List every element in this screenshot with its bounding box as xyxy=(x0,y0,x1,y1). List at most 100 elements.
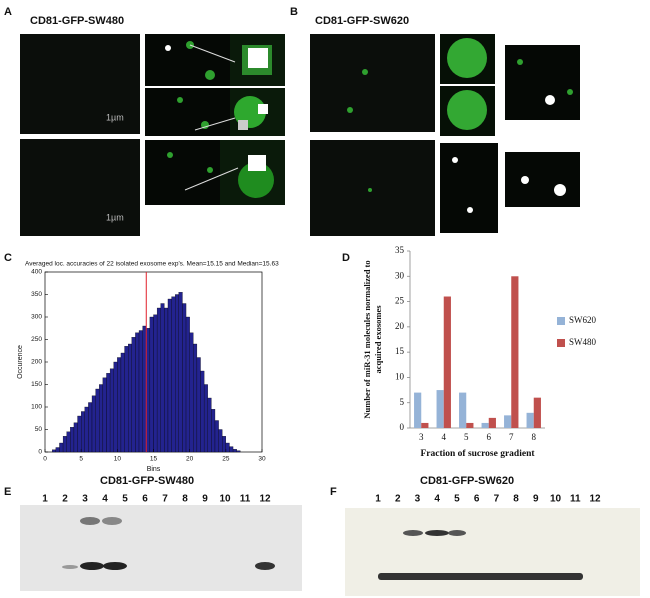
hist-bar xyxy=(135,332,140,453)
hist-bar xyxy=(138,330,143,453)
lane-label: 12 xyxy=(589,494,601,505)
bar xyxy=(414,392,422,428)
hist-bar xyxy=(185,316,190,453)
x-tick-label: 15 xyxy=(150,456,158,463)
x-tick-label: 20 xyxy=(186,456,194,463)
hist-bar xyxy=(59,442,64,453)
hist-bar xyxy=(178,292,183,453)
hist-bar xyxy=(164,307,169,453)
bar xyxy=(526,412,534,428)
y-tick-label: 250 xyxy=(31,336,42,343)
hist-bar xyxy=(66,431,71,453)
hist-bar xyxy=(117,357,122,453)
hist-bar xyxy=(62,436,67,453)
legend-label: SW620 xyxy=(569,315,597,325)
hist-bar xyxy=(193,343,198,453)
hist-bar xyxy=(175,294,179,453)
bar xyxy=(466,422,474,428)
hist-bar xyxy=(189,332,194,453)
hist-bar xyxy=(222,436,226,453)
y-tick-label: 300 xyxy=(31,314,42,321)
hist-bar xyxy=(146,328,151,453)
hist-bar xyxy=(91,395,96,453)
y-tick-label: 150 xyxy=(31,381,42,388)
lane-label: 6 xyxy=(474,494,480,505)
hist-bar xyxy=(55,447,60,453)
hist-bar xyxy=(84,406,89,453)
lane-label: 5 xyxy=(454,494,460,505)
y-tick-label: 30 xyxy=(395,270,405,280)
x-tick-label: 8 xyxy=(532,432,537,442)
panel-title: CD81-GFP-SW620 xyxy=(420,475,514,487)
hist-bar xyxy=(109,368,114,453)
lane-label: 8 xyxy=(182,494,188,505)
blot-f xyxy=(345,508,640,596)
y-tick-label: 20 xyxy=(395,321,405,331)
panel-letter: F xyxy=(330,486,337,498)
bar xyxy=(421,422,429,428)
hist-bar xyxy=(102,377,107,453)
hist-bar xyxy=(229,446,234,453)
hist-bar xyxy=(200,370,205,453)
lane-label: 5 xyxy=(122,494,128,505)
hist-bar xyxy=(214,420,219,453)
hist-bar xyxy=(99,384,104,453)
y-tick-label: 25 xyxy=(395,296,405,306)
hist-bar xyxy=(160,303,165,453)
hist-bar xyxy=(156,307,161,453)
hist-bar xyxy=(153,314,158,453)
hist-bar xyxy=(167,298,172,453)
y-tick-label: 100 xyxy=(31,404,42,411)
lane-label: 3 xyxy=(82,494,88,505)
legend-label: SW480 xyxy=(569,337,597,347)
lane-label: 12 xyxy=(259,494,271,505)
x-tick-label: 3 xyxy=(419,432,424,442)
micrographs-a xyxy=(20,34,285,236)
lane-label: 6 xyxy=(142,494,148,505)
hist-bar xyxy=(128,343,132,453)
lane-label: 7 xyxy=(162,494,168,505)
y-tick-label: 0 xyxy=(38,449,42,456)
scale-label: 1µm xyxy=(106,112,124,122)
chart-title: Averaged loc. accuracies of 22 isolated … xyxy=(25,261,279,268)
x-tick-label: 6 xyxy=(487,432,492,442)
blot-e xyxy=(20,505,302,591)
y-tick-label: 350 xyxy=(31,291,42,298)
hist-bar xyxy=(70,427,75,453)
bar xyxy=(459,392,467,428)
y-tick-label: 15 xyxy=(395,346,405,356)
panel-letter: E xyxy=(4,486,11,498)
hist-bar xyxy=(73,422,78,453)
panel-title: CD81-GFP-SW480 xyxy=(100,475,194,487)
lane-label: 10 xyxy=(219,494,231,505)
x-tick-label: 7 xyxy=(509,432,514,442)
hist-bar xyxy=(106,373,111,453)
bar xyxy=(443,296,451,428)
lane-label: 2 xyxy=(395,494,401,505)
bar xyxy=(481,422,489,428)
panel-title: CD81-GFP-SW480 xyxy=(30,15,124,27)
hist-bar xyxy=(171,296,176,453)
panel-letter: A xyxy=(4,6,12,18)
lane-label: 8 xyxy=(513,494,519,505)
x-tick-label: 5 xyxy=(79,456,83,463)
x-tick-label: 30 xyxy=(258,456,266,463)
y-tick-label: 0 xyxy=(400,422,405,432)
panel-letter: C xyxy=(4,252,12,264)
lane-label: 3 xyxy=(415,494,421,505)
scale-label: 1µm xyxy=(106,212,124,222)
hist-bar xyxy=(113,361,118,453)
hist-bar xyxy=(52,449,57,453)
lane-label: 11 xyxy=(570,494,581,505)
y-tick-label: 35 xyxy=(395,245,405,255)
lane-label: 2 xyxy=(62,494,68,505)
lane-label: 11 xyxy=(240,494,251,505)
hist-bar xyxy=(120,352,125,453)
hist-bar xyxy=(95,388,100,453)
hist-bar xyxy=(211,409,216,453)
hist-bar xyxy=(88,402,93,453)
y-tick-label: 200 xyxy=(31,359,42,366)
lane-label: 1 xyxy=(375,494,381,505)
panel-letter: B xyxy=(290,6,298,18)
